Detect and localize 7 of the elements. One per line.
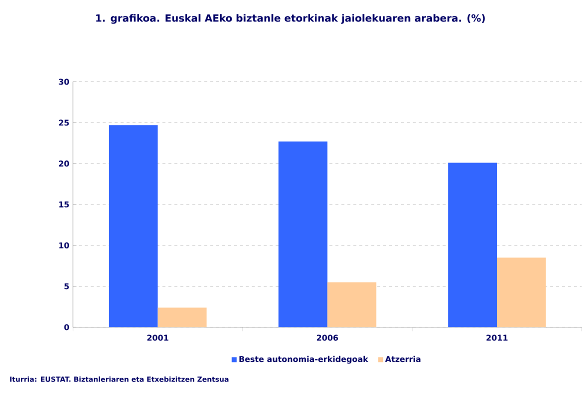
bar [496, 258, 546, 328]
bar [448, 162, 497, 328]
bar [158, 308, 207, 328]
chart-title: 1. grafikoa. Euskal AEko biztanle etorkinak jaiolekuaren arabera. (%) [96, 14, 485, 24]
bar [278, 141, 328, 328]
bar [327, 282, 376, 328]
bar [108, 125, 158, 328]
